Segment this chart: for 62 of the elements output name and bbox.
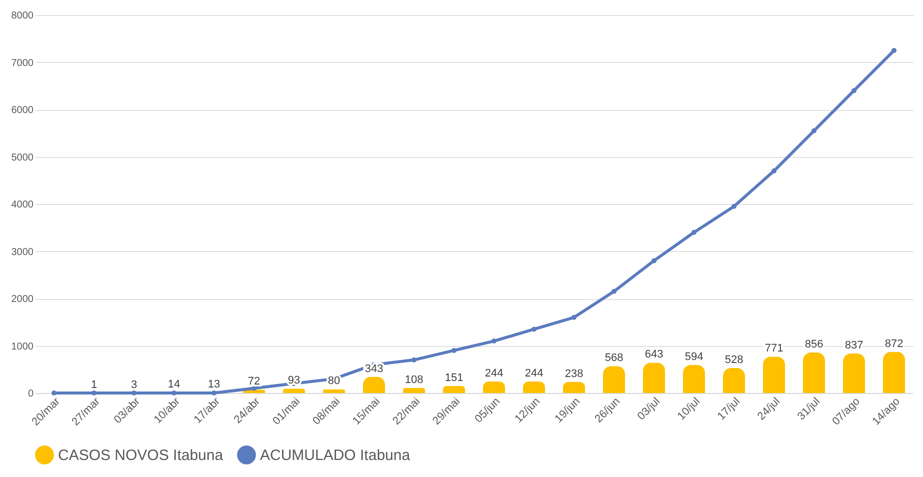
data-label: 3 [130, 378, 138, 391]
point [732, 204, 736, 209]
point [492, 338, 496, 344]
bar [443, 386, 465, 393]
point [812, 128, 816, 134]
data-label: 856 [804, 338, 824, 351]
y-tick-label: 1000 [11, 341, 34, 352]
data-label: 771 [764, 342, 784, 355]
bar [723, 368, 745, 393]
point [92, 390, 96, 396]
bar [763, 356, 785, 393]
point [892, 48, 896, 53]
y-tick-label: 7000 [11, 58, 34, 69]
y-tick-label: 3000 [11, 246, 34, 258]
y-tick-label: 6000 [11, 105, 34, 116]
data-label: 13 [208, 378, 220, 390]
point [532, 326, 536, 332]
data-label: 594 [684, 350, 704, 363]
point [132, 390, 136, 396]
y-tick-label: 4000 [11, 200, 34, 210]
bar [403, 388, 425, 393]
point [52, 390, 56, 396]
bar [363, 376, 385, 393]
point [172, 390, 176, 396]
y-tick-label: 0 [28, 388, 34, 400]
y-tick-label: 5000 [11, 152, 34, 164]
data-label: 108 [404, 374, 424, 386]
data-label: 244 [484, 367, 504, 380]
data-label: 238 [564, 368, 584, 380]
bar [643, 362, 665, 393]
bar [523, 381, 545, 393]
legend-label: CASOS NOVOS Itabuna [58, 446, 224, 464]
point [212, 390, 216, 396]
bar [883, 352, 905, 393]
data-label: 343 [364, 362, 384, 375]
data-label: 244 [524, 367, 544, 380]
point [452, 348, 456, 353]
data-label: 528 [724, 354, 744, 366]
y-tick-label: 8000 [11, 10, 34, 22]
data-label: 14 [168, 378, 180, 390]
y-tick-label: 2000 [11, 294, 34, 305]
data-label: 837 [844, 339, 864, 352]
data-label: 72 [248, 376, 260, 388]
point [412, 357, 416, 362]
bar [483, 381, 505, 393]
bar [843, 353, 865, 393]
data-label: 1 [90, 378, 98, 391]
point [852, 88, 856, 94]
data-label: 151 [444, 372, 464, 384]
data-label: 643 [644, 348, 664, 361]
bar [563, 382, 585, 393]
point [572, 314, 576, 320]
point [612, 288, 616, 294]
point [692, 230, 696, 235]
point [652, 258, 656, 264]
bar [803, 352, 825, 393]
bar [683, 364, 705, 393]
legend-label: ACUMULADO Itabuna [260, 446, 411, 464]
data-label: 872 [884, 338, 904, 350]
bar [603, 366, 625, 393]
data-label: 568 [604, 352, 624, 364]
point [772, 168, 776, 174]
